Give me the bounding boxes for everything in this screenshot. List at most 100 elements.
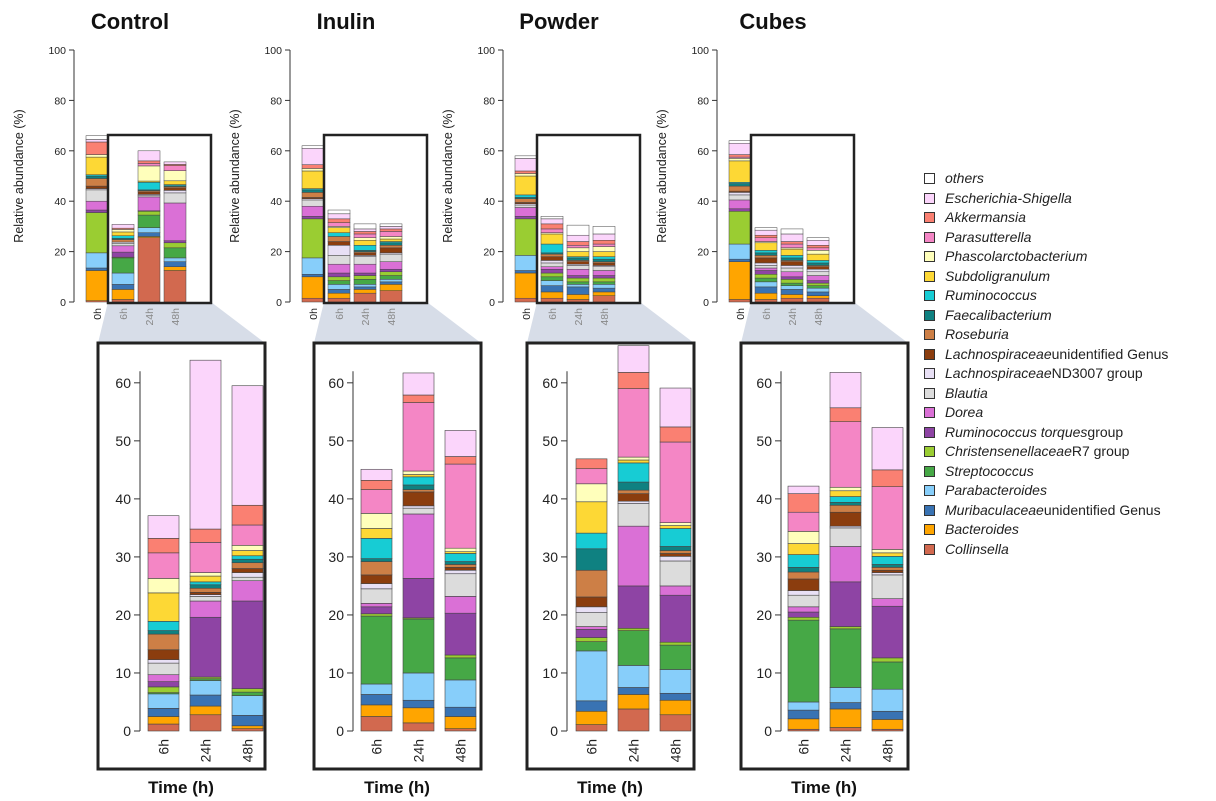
zoom-connector <box>314 302 481 343</box>
y-tick-label: 60 <box>697 146 709 158</box>
legend-taxon: Dorea <box>945 404 984 420</box>
bar-segment <box>540 280 564 286</box>
bar-segment <box>592 291 616 296</box>
x-tick-label: 6h <box>334 308 346 320</box>
zoom-bar-segment <box>871 661 904 690</box>
x-tick-label: 48h <box>386 308 398 326</box>
zoom-bar-segment <box>147 633 180 651</box>
zoom-bar-segment <box>787 611 820 618</box>
bar-segment <box>806 280 830 284</box>
zoom-bar-segment <box>360 613 393 617</box>
bar-segment <box>780 248 804 256</box>
bar-segment <box>111 235 135 239</box>
bar-segment <box>301 274 325 278</box>
bar-segment <box>379 281 403 285</box>
bar-segment <box>754 242 778 251</box>
bar-segment <box>806 247 830 251</box>
x-tick-label: 24h <box>787 308 799 326</box>
zoom-bar-segment <box>575 548 608 571</box>
bar-segment <box>353 292 377 303</box>
bar-segment <box>754 234 778 238</box>
zoom-bar-segment <box>829 490 862 497</box>
zoom-bar-segment <box>575 700 608 712</box>
zoom-bar-segment <box>787 554 820 568</box>
zoom-bar-segment <box>444 573 477 597</box>
zoom-bar-segment <box>189 581 222 586</box>
bar-segment <box>754 237 778 242</box>
legend-taxon: Christensenellaceae <box>945 443 1072 459</box>
bar-segment <box>566 299 590 303</box>
zoom-bar-segment <box>787 567 820 573</box>
legend-taxon: Phascolarctobacterium <box>945 248 1088 264</box>
legend-entry: Ruminococcus <box>924 286 1168 306</box>
legend-swatch <box>924 231 935 243</box>
bar-segment <box>353 275 377 280</box>
x-tick-label: 6h <box>761 308 773 320</box>
zoom-bar-segment <box>189 705 222 716</box>
legend-entry: Parasutterella <box>924 228 1168 248</box>
zoom-bar-segment <box>402 394 435 403</box>
legend-entry: Ruminococcus torques group <box>924 423 1168 443</box>
zoom-bar-segment <box>659 441 692 523</box>
legend-entry: Dorea <box>924 403 1168 423</box>
zoom-bar-segment <box>189 592 222 595</box>
zoom-bar-segment <box>787 718 820 730</box>
zoom-bar-segment <box>617 459 650 464</box>
zoom-y-tick-label: 40 <box>115 491 131 507</box>
bar-segment <box>540 297 564 303</box>
zoom-bar-segment <box>659 585 692 596</box>
zoom-bar-segment <box>659 644 692 670</box>
legend: others Escherichia-Shigella Akkermansia Par… <box>924 169 1168 559</box>
zoom-bar-segment <box>617 708 650 732</box>
legend-suffix: R7 group <box>1071 443 1130 459</box>
bar-segment <box>728 208 752 212</box>
zoom-bar-segment <box>231 600 264 689</box>
zoom-bar-segment <box>444 456 477 465</box>
bar-segment <box>327 209 351 215</box>
zoom-bar-segment <box>402 476 435 486</box>
zoom-bar-segment <box>444 463 477 549</box>
legend-swatch <box>924 270 935 282</box>
legend-entry: Muribaculaceae unidentified Genus <box>924 501 1168 521</box>
zoom-bar-segment <box>444 569 477 575</box>
legend-swatch <box>924 387 935 399</box>
zoom-bar-segment <box>871 556 904 565</box>
bar-segment <box>514 175 538 196</box>
bar-segment <box>566 268 590 276</box>
zoom-bar-segment <box>402 474 435 478</box>
legend-swatch <box>924 173 935 185</box>
bar-segment <box>327 236 351 242</box>
bar-segment <box>806 271 830 276</box>
zoom-bar-segment <box>871 564 904 568</box>
bar-segment <box>540 256 564 261</box>
bar-segment <box>806 295 830 299</box>
bar-segment <box>728 243 752 260</box>
legend-taxon: Subdoligranulum <box>945 267 1051 284</box>
bar-segment <box>780 271 804 278</box>
zoom-bar-segment <box>617 456 650 461</box>
zoom-bar-segment <box>444 612 477 656</box>
zoom-bar-segment <box>659 669 692 694</box>
x-tick-label: 48h <box>599 308 611 326</box>
legend-entry: Blautia <box>924 384 1168 404</box>
zoom-bar-segment <box>871 567 904 571</box>
zoom-x-tick-label: 48h <box>240 739 256 762</box>
legend-swatch <box>924 485 935 497</box>
bar-segment <box>806 240 830 246</box>
legend-entry: Streptococcus <box>924 462 1168 482</box>
zoom-bar-segment <box>659 546 692 551</box>
x-tick-label: 6h <box>547 308 559 320</box>
bar-segment <box>85 141 109 155</box>
bar-segment <box>327 255 351 265</box>
zoom-bar-segment <box>231 524 264 546</box>
y-tick-label: 40 <box>483 196 495 208</box>
zoom-bar-segment <box>829 687 862 703</box>
bar-segment <box>301 218 325 259</box>
bar-segment <box>379 279 403 283</box>
zoom-bar-segment <box>617 481 650 491</box>
bar-segment <box>540 260 564 264</box>
zoom-bar-segment <box>189 714 222 732</box>
zoom-bar-segment <box>787 571 820 580</box>
zoom-bar-segment <box>617 493 650 502</box>
y-tick-label: 100 <box>48 45 66 57</box>
